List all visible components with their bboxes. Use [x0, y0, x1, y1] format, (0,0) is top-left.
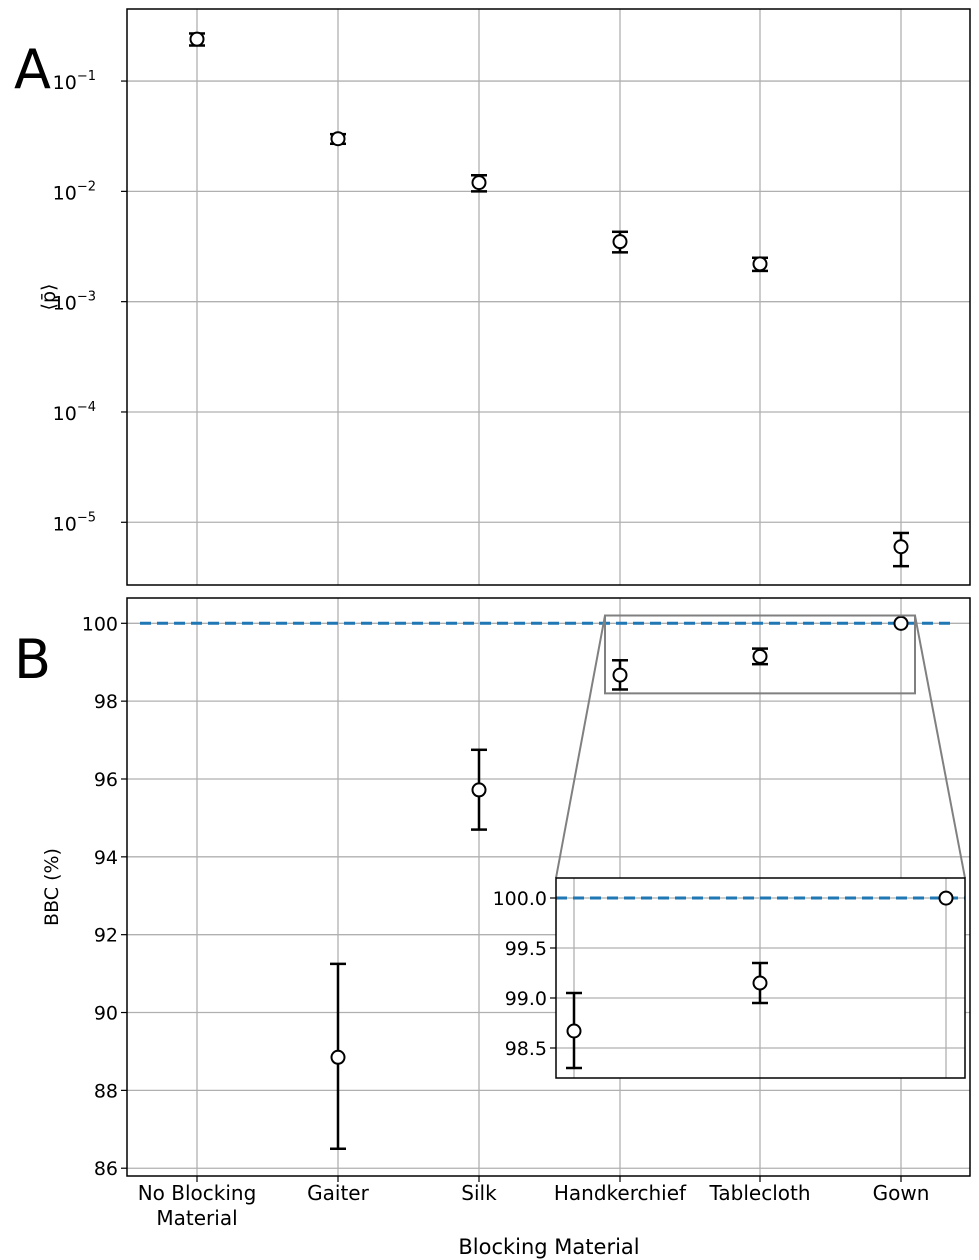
- x-tick-label: No Blocking: [138, 1181, 257, 1205]
- y-tick-label: 10−5: [53, 510, 96, 535]
- y-tick-label: 10−1: [53, 69, 96, 94]
- panel-label-b: B: [14, 628, 51, 691]
- inset-y-tick-label: 99.5: [505, 938, 547, 960]
- y-tick-label: 100: [82, 613, 118, 635]
- y-tick-label: 10−2: [53, 179, 96, 204]
- inset-y-tick-label: 98.5: [505, 1038, 547, 1060]
- data-point: [893, 539, 909, 555]
- data-point: [330, 1049, 346, 1065]
- inset-frame: [555, 877, 966, 1079]
- inset-zoom: 98.5 99.0 99.5 100.0: [493, 614, 966, 1079]
- data-point: [612, 667, 628, 683]
- x-axis-label: Blocking Material: [458, 1235, 639, 1259]
- x-tick-label: Silk: [461, 1181, 497, 1205]
- plot-frame: [126, 8, 971, 586]
- y-tick-label: 90: [94, 1003, 118, 1025]
- plot-frame: [126, 597, 971, 1177]
- y-axis-label: BBC (%): [41, 848, 63, 926]
- data-point: [752, 975, 768, 991]
- y-axis-label: ⟨p̄⟩: [38, 284, 60, 311]
- y-tick-label: 94: [94, 847, 118, 869]
- zoom-region-box: [604, 614, 916, 695]
- inset-y-tick-label: 99.0: [505, 988, 547, 1010]
- y-tick-label: 86: [94, 1158, 118, 1180]
- x-tick-label: Gown: [873, 1181, 930, 1205]
- data-point: [938, 890, 954, 906]
- panel-a: 10−1 10−2 10−3 10−4 10−5 ⟨p̄⟩: [38, 8, 971, 586]
- x-tick-label: Tablecloth: [708, 1181, 810, 1205]
- data-point: [471, 175, 487, 191]
- y-tick-label: 98: [94, 691, 118, 713]
- y-tick-label: 88: [94, 1080, 118, 1102]
- data-point: [566, 1023, 582, 1039]
- data-point: [189, 31, 205, 47]
- x-tick-label: Material: [156, 1206, 237, 1230]
- zoom-connector: [555, 615, 606, 879]
- inset-y-tick-label: 100.0: [493, 888, 547, 910]
- x-tick-label: Handkerchief: [554, 1181, 687, 1205]
- data-point: [612, 234, 628, 250]
- data-point: [330, 131, 346, 147]
- y-tick-label: 92: [94, 925, 118, 947]
- data-point: [893, 615, 909, 631]
- zoom-connector: [914, 615, 966, 879]
- y-tick-label: 10−4: [53, 400, 96, 425]
- data-point: [752, 256, 768, 272]
- y-tick-label: 10−3: [53, 290, 96, 315]
- panel-label-a: A: [14, 38, 51, 101]
- data-point: [752, 648, 768, 664]
- x-tick-label: Gaiter: [307, 1181, 369, 1205]
- y-tick-label: 96: [94, 769, 118, 791]
- data-point: [471, 782, 487, 798]
